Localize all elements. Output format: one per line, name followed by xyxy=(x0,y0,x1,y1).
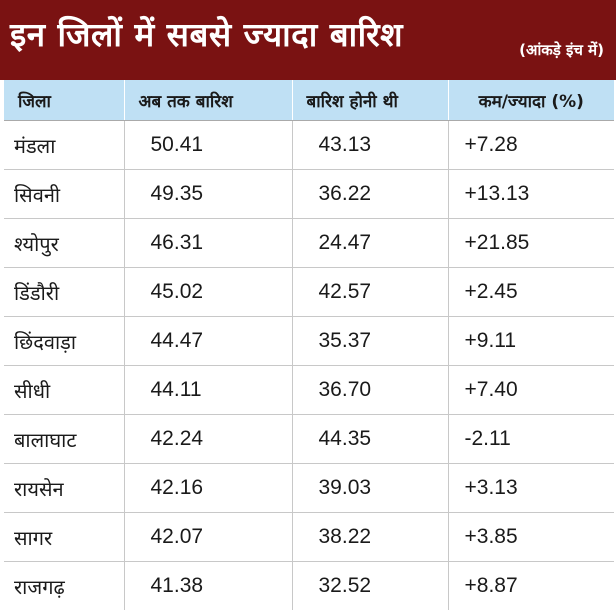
table-row: सीधी 44.11 36.70 +7.40 xyxy=(4,365,614,415)
actual-rain-cell: 41.38 xyxy=(124,561,293,610)
difference-cell: +21.85 xyxy=(448,218,614,268)
title-bar: इन जिलों में सबसे ज्यादा बारिश (आंकड़े इ… xyxy=(0,0,616,80)
table-row: छिंदवाड़ा 44.47 35.37 +9.11 xyxy=(4,316,614,366)
district-cell: राजगढ़ xyxy=(4,561,125,610)
difference-cell: +7.28 xyxy=(448,120,614,170)
actual-rain-cell: 46.31 xyxy=(124,218,293,268)
table-row: बालाघाट 42.24 44.35 -2.11 xyxy=(4,414,614,464)
expected-rain-cell: 36.22 xyxy=(292,169,449,219)
district-cell: छिंदवाड़ा xyxy=(4,316,125,366)
district-cell: रायसेन xyxy=(4,463,125,513)
column-header-expected-rain: बारिश होनी थी xyxy=(292,80,449,121)
actual-rain-cell: 45.02 xyxy=(124,267,293,317)
actual-rain-cell: 44.47 xyxy=(124,316,293,366)
units-note: (आंकड़े इंच में) xyxy=(519,41,604,59)
column-header-district: जिला xyxy=(4,80,125,121)
column-header-actual-rain: अब तक बारिश xyxy=(124,80,293,121)
table-header-row: जिला अब तक बारिश बारिश होनी थी कम/ज्यादा… xyxy=(4,80,614,121)
actual-rain-cell: 50.41 xyxy=(124,120,293,170)
difference-cell: +7.40 xyxy=(448,365,614,415)
table-row: सागर 42.07 38.22 +3.85 xyxy=(4,512,614,562)
table-row: सिवनी 49.35 36.22 +13.13 xyxy=(4,169,614,219)
district-cell: श्योपुर xyxy=(4,218,125,268)
difference-cell: -2.11 xyxy=(448,414,614,464)
district-cell: मंडला xyxy=(4,120,125,170)
page-title: इन जिलों में सबसे ज्यादा बारिश xyxy=(10,15,404,54)
actual-rain-cell: 49.35 xyxy=(124,169,293,219)
actual-rain-cell: 42.16 xyxy=(124,463,293,513)
difference-cell: +3.85 xyxy=(448,512,614,562)
rainfall-table: जिला अब तक बारिश बारिश होनी थी कम/ज्यादा… xyxy=(4,80,614,610)
expected-rain-cell: 39.03 xyxy=(292,463,449,513)
difference-cell: +3.13 xyxy=(448,463,614,513)
expected-rain-cell: 43.13 xyxy=(292,120,449,170)
table-row: श्योपुर 46.31 24.47 +21.85 xyxy=(4,218,614,268)
district-cell: सीधी xyxy=(4,365,125,415)
expected-rain-cell: 38.22 xyxy=(292,512,449,562)
expected-rain-cell: 24.47 xyxy=(292,218,449,268)
table-row: रायसेन 42.16 39.03 +3.13 xyxy=(4,463,614,513)
district-cell: बालाघाट xyxy=(4,414,125,464)
expected-rain-cell: 44.35 xyxy=(292,414,449,464)
difference-cell: +13.13 xyxy=(448,169,614,219)
difference-cell: +2.45 xyxy=(448,267,614,317)
expected-rain-cell: 35.37 xyxy=(292,316,449,366)
actual-rain-cell: 44.11 xyxy=(124,365,293,415)
column-header-difference: कम/ज्यादा (%) xyxy=(448,80,614,121)
table-row: राजगढ़ 41.38 32.52 +8.87 xyxy=(4,561,614,610)
expected-rain-cell: 32.52 xyxy=(292,561,449,610)
difference-cell: +8.87 xyxy=(464,574,518,597)
actual-rain-cell: 42.24 xyxy=(124,414,293,464)
expected-rain-cell: 42.57 xyxy=(292,267,449,317)
expected-rain-cell: 36.70 xyxy=(292,365,449,415)
district-cell: सिवनी xyxy=(4,169,125,219)
table-row: मंडला 50.41 43.13 +7.28 xyxy=(4,120,614,170)
rainfall-table-container: जिला अब तक बारिश बारिश होनी थी कम/ज्यादा… xyxy=(4,80,614,612)
difference-cell: +9.11 xyxy=(448,316,614,366)
actual-rain-cell: 42.07 xyxy=(124,512,293,562)
table-row: डिंडौरी 45.02 42.57 +2.45 xyxy=(4,267,614,317)
district-cell: सागर xyxy=(4,512,125,562)
district-cell: डिंडौरी xyxy=(4,267,125,317)
